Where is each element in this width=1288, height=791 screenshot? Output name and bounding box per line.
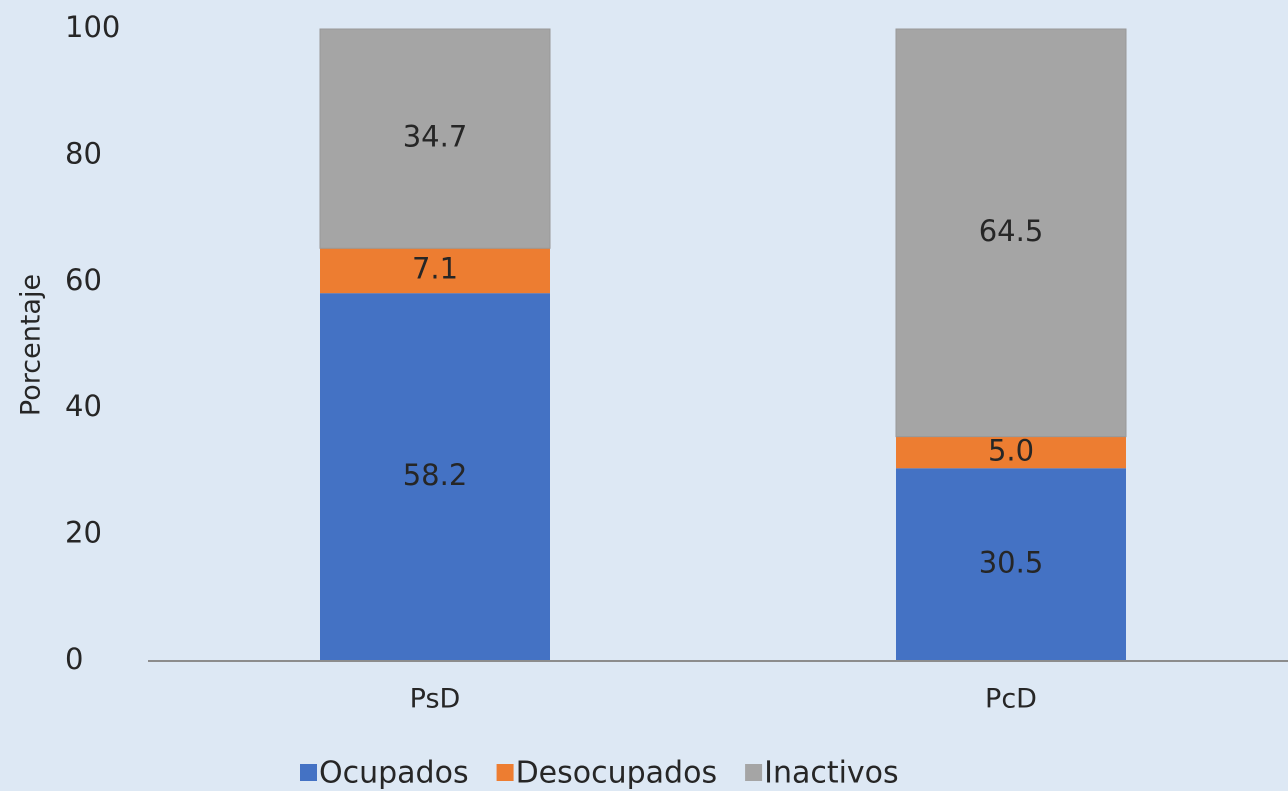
data-label: 7.1 xyxy=(412,252,458,286)
bar-segment xyxy=(896,436,1126,469)
x-tick-label: PcD xyxy=(985,684,1037,715)
legend-swatch xyxy=(745,764,763,781)
legend-label: Inactivos xyxy=(764,756,899,791)
y-axis-title: Porcentaje xyxy=(16,274,47,416)
y-tick-label: 40 xyxy=(65,389,102,423)
data-label: 34.7 xyxy=(403,120,468,154)
y-tick-label: 20 xyxy=(65,516,102,550)
data-label: 30.5 xyxy=(979,546,1044,580)
y-tick-label: 100 xyxy=(65,10,120,44)
bar-segment xyxy=(320,248,550,294)
data-label: 5.0 xyxy=(988,433,1034,467)
bar-segment xyxy=(896,468,1126,661)
legend-swatch xyxy=(496,764,514,781)
bar-segment xyxy=(895,28,1127,438)
data-label: 64.5 xyxy=(979,214,1044,248)
bar-segment xyxy=(320,293,550,661)
bar-segment xyxy=(319,28,551,249)
legend-label: Ocupados xyxy=(319,756,469,791)
y-tick-label: 0 xyxy=(65,642,83,676)
x-tick-label: PsD xyxy=(410,684,461,715)
legend-label: Desocupados xyxy=(516,756,718,791)
legend-swatch xyxy=(300,764,317,781)
y-tick-label: 60 xyxy=(65,263,102,297)
data-label: 58.2 xyxy=(403,458,468,492)
y-tick-label: 80 xyxy=(65,136,102,170)
